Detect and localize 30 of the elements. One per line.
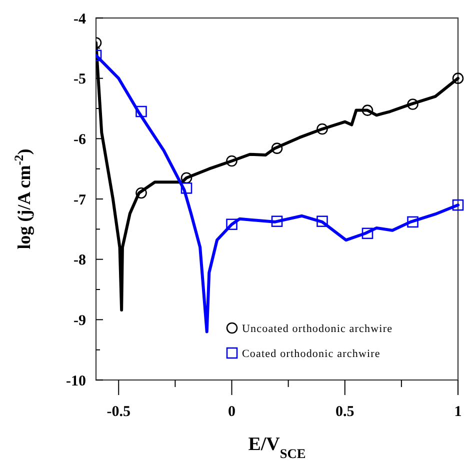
- point: [271, 216, 283, 227]
- y-tick-label: -5: [74, 72, 86, 88]
- point: [316, 216, 328, 227]
- point: [180, 172, 192, 184]
- point: [407, 98, 418, 110]
- point: [180, 182, 192, 194]
- point: [452, 72, 464, 84]
- y-tick-label: -10: [66, 373, 86, 390]
- point: [136, 187, 147, 199]
- point: [452, 199, 464, 211]
- x-tick-label: 1: [454, 404, 462, 420]
- point: [362, 228, 374, 240]
- legend-label: Uncoated orthodonic archwire: [242, 322, 393, 335]
- y-tick-label: -7: [74, 192, 86, 208]
- y-tick-label: -4: [74, 11, 86, 28]
- point: [407, 216, 418, 228]
- point: [362, 104, 374, 116]
- y-tick-label: -9: [74, 312, 86, 329]
- y-tick-label: -6: [74, 132, 86, 148]
- x-tick-label: 0: [228, 404, 236, 420]
- point: [271, 142, 283, 154]
- legend-label: Coated orthodonic archwire: [242, 348, 380, 360]
- point: [316, 123, 328, 135]
- point: [226, 155, 238, 167]
- y-tick-label: -8: [74, 252, 86, 269]
- x-tick-label: -0.5: [106, 404, 130, 420]
- point: [226, 218, 238, 230]
- x-tick-label: 0.5: [336, 404, 354, 420]
- x-axis-title: E/V$_{SCE}$: [248, 434, 306, 460]
- point: [136, 106, 147, 118]
